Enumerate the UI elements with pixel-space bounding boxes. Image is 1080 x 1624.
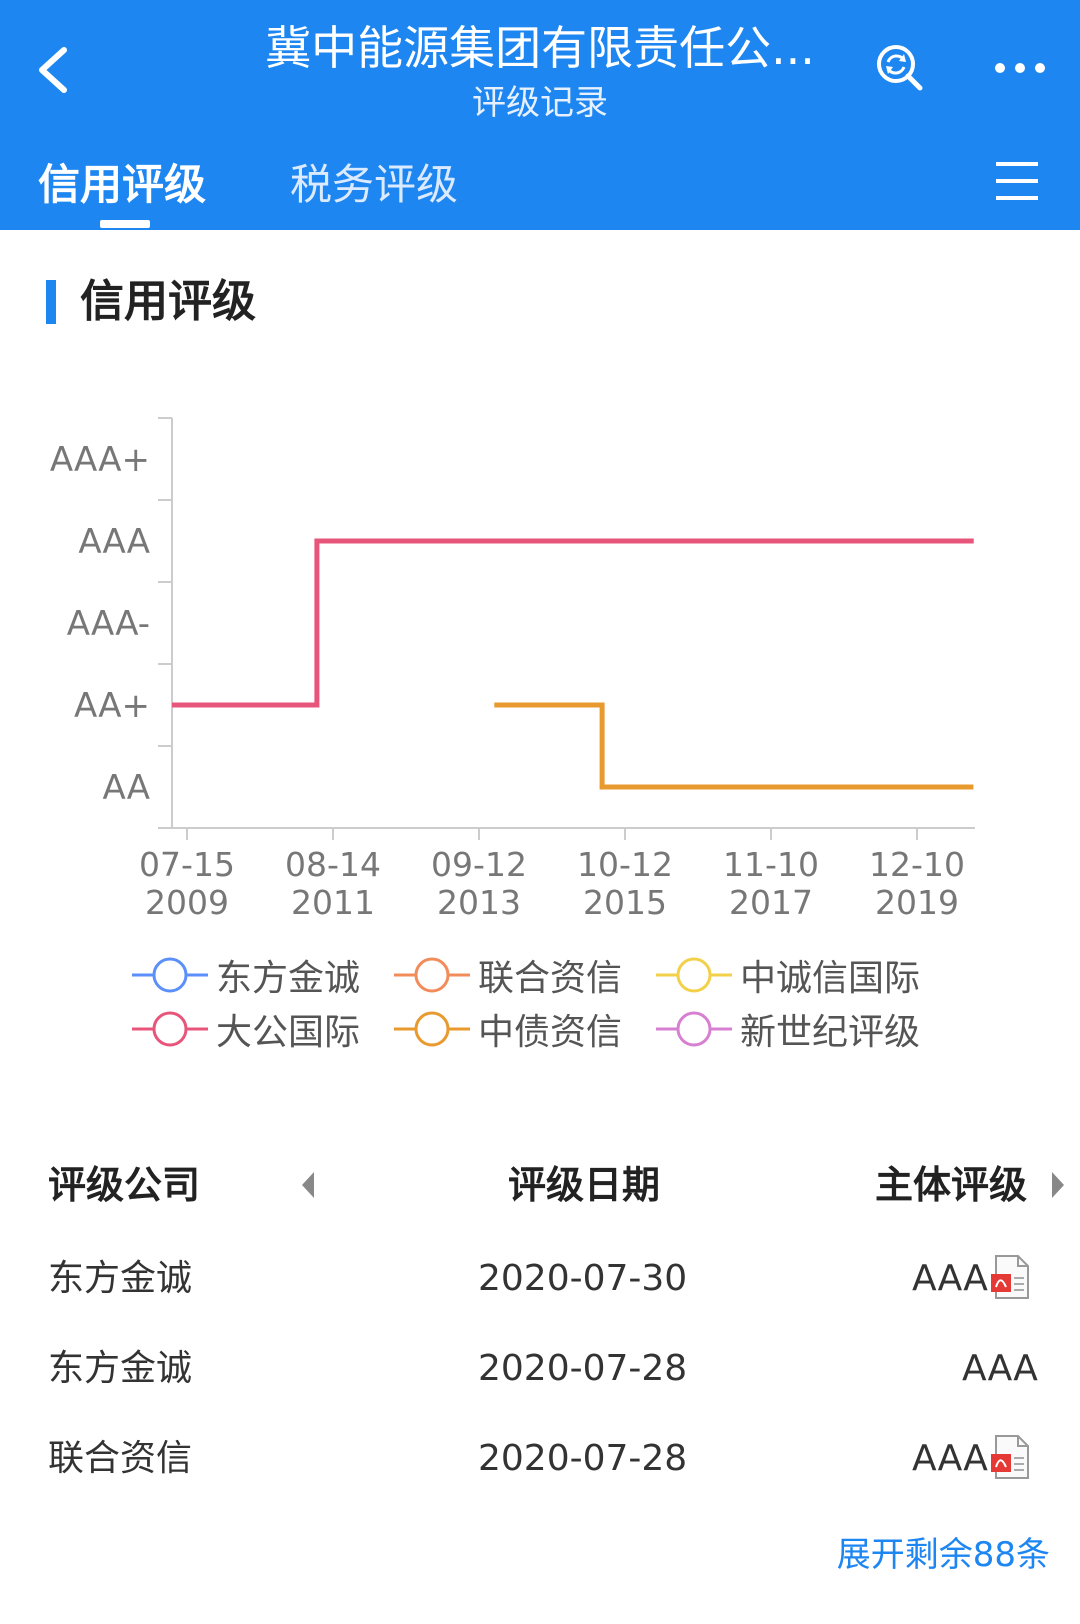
legend-item[interactable]: 中诚信国际	[654, 948, 920, 1002]
x-tick-label: 12-10	[869, 845, 965, 884]
column-header-company: 评级公司	[48, 1163, 201, 1207]
x-tick-label: 09-12	[431, 845, 527, 884]
y-tick-label: AA+	[74, 686, 150, 726]
legend-marker-icon	[656, 957, 732, 993]
x-tick-label: 08-14	[285, 845, 381, 884]
hamburger-menu-icon	[996, 162, 1038, 200]
table-row[interactable]: 东方金诚 2020-07-30 AAA	[0, 1240, 1080, 1320]
y-tick-label: AA	[103, 768, 150, 808]
x-tick-label: 2013	[437, 883, 521, 922]
x-tick-label: 2017	[729, 883, 813, 922]
company-cell: 东方金诚	[48, 1258, 193, 1299]
expand-more-link[interactable]: 展开剩余88条	[836, 1535, 1050, 1575]
x-tick-label: 2015	[583, 883, 667, 922]
tab-credit-rating[interactable]: 信用评级	[38, 160, 207, 209]
section-title: 信用评级	[80, 276, 256, 327]
y-tick-label: AAA	[78, 522, 150, 562]
section-marker	[46, 280, 56, 324]
legend-item[interactable]: 联合资信	[392, 948, 622, 1002]
legend-item[interactable]: 中债资信	[392, 1002, 622, 1056]
y-tick-label: AAA-	[67, 604, 150, 644]
legend-item[interactable]: 大公国际	[130, 1002, 360, 1056]
series-line	[494, 702, 974, 790]
date-cell: 2020-07-28	[478, 1438, 688, 1479]
search-button[interactable]	[874, 42, 926, 94]
date-cell: 2020-07-30	[478, 1258, 688, 1299]
x-tick-label: 2011	[291, 883, 375, 922]
series-line	[172, 538, 974, 708]
legend-label: 大公国际	[216, 1012, 361, 1053]
back-button[interactable]	[30, 40, 80, 100]
legend-label: 中债资信	[478, 1012, 623, 1053]
legend-marker-icon	[132, 1011, 208, 1047]
company-cell: 东方金诚	[48, 1348, 193, 1389]
date-cell: 2020-07-28	[478, 1348, 688, 1389]
search-refresh-icon	[877, 45, 923, 91]
y-tick-label: AAA+	[50, 440, 150, 480]
x-tick-label: 07-15	[139, 845, 235, 884]
rating-chart: AAAA+AAA-AAAAAA+07-15200908-14201109-122…	[50, 417, 975, 922]
column-header-rating: 主体评级	[875, 1163, 1028, 1207]
pdf-file-icon[interactable]	[990, 1434, 1030, 1480]
legend-marker-icon	[132, 957, 208, 993]
chevron-left-icon	[39, 47, 67, 93]
x-tick-label: 10-12	[577, 845, 673, 884]
page-subtitle: 评级记录	[472, 83, 608, 123]
scroll-left-icon[interactable]	[300, 1170, 316, 1200]
legend-label: 东方金诚	[216, 958, 361, 999]
x-tick-label: 2009	[145, 883, 229, 922]
rating-cell: AAA	[912, 1258, 988, 1299]
more-dots-icon	[995, 63, 1045, 73]
company-cell: 联合资信	[48, 1438, 193, 1479]
menu-button[interactable]	[994, 160, 1040, 202]
column-header-date: 评级日期	[508, 1163, 661, 1207]
table-row[interactable]: 东方金诚 2020-07-28 AAA	[0, 1330, 1080, 1410]
legend-label: 新世纪评级	[740, 1012, 921, 1053]
pdf-file-icon[interactable]	[990, 1254, 1030, 1300]
x-tick-label: 2019	[875, 883, 959, 922]
legend-item[interactable]: 东方金诚	[130, 948, 360, 1002]
legend-label: 联合资信	[478, 958, 623, 999]
tab-indicator	[100, 220, 150, 228]
more-button[interactable]	[990, 50, 1050, 86]
legend-marker-icon	[656, 1011, 732, 1047]
scroll-right-icon[interactable]	[1050, 1170, 1066, 1200]
app-header: 冀中能源集团有限责任公... 评级记录 信用评级 税务评级	[0, 0, 1080, 230]
rating-cell: AAA	[912, 1438, 988, 1479]
page-title: 冀中能源集团有限责任公...	[265, 21, 815, 75]
legend-label: 中诚信国际	[740, 958, 921, 999]
x-tick-label: 11-10	[723, 845, 819, 884]
rating-cell: AAA	[962, 1348, 1038, 1389]
table-row[interactable]: 联合资信 2020-07-28 AAA	[0, 1420, 1080, 1500]
legend-item[interactable]: 新世纪评级	[654, 1002, 920, 1056]
tab-tax-rating[interactable]: 税务评级	[290, 160, 459, 209]
legend-marker-icon	[394, 957, 470, 993]
legend-marker-icon	[394, 1011, 470, 1047]
